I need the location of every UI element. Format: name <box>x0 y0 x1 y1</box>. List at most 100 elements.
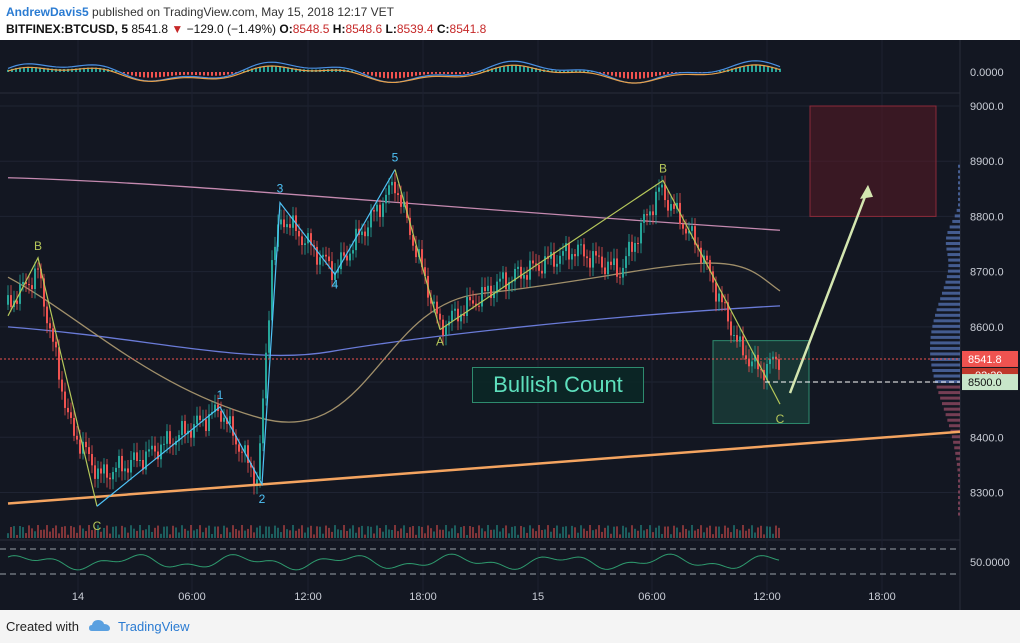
volume-bar <box>490 529 492 538</box>
volume-bar <box>724 525 726 538</box>
candle-body <box>280 219 282 225</box>
support-trendline <box>7 430 961 505</box>
candle-body <box>562 251 564 256</box>
price-tick-label: 8800.0 <box>970 211 1004 223</box>
candle-body <box>469 296 471 301</box>
volume-bar <box>463 526 465 538</box>
candle-body <box>508 282 510 290</box>
volume-bar <box>157 525 159 538</box>
volume-bar <box>727 527 729 538</box>
volume-bar <box>403 525 405 538</box>
volume-profile-bar <box>958 170 960 174</box>
chart-area[interactable]: 8300.0 8400.0 8500.0 8600.0 8700.0 8800.0 8900… <box>0 40 1020 630</box>
candle-body <box>715 282 717 302</box>
price-tick-label: 8600.0 <box>970 322 1004 334</box>
candle-body <box>472 300 474 304</box>
volume-bar <box>19 526 21 538</box>
volume-profile-bar <box>932 369 960 373</box>
volume-bar <box>382 531 384 538</box>
wave-label: 3 <box>277 182 284 196</box>
candle-body <box>601 256 603 268</box>
candle-body <box>475 303 477 306</box>
candle-body <box>193 424 195 438</box>
volume-bar <box>565 526 567 538</box>
candle-body <box>163 443 165 445</box>
candle-body <box>205 419 207 432</box>
volume-profile-bar <box>958 164 960 168</box>
volume-profile-bar <box>954 214 960 218</box>
tradingview-brand[interactable]: TradingView <box>118 619 190 634</box>
volume-bar <box>127 532 129 538</box>
candle-body <box>772 356 774 359</box>
volume-bar <box>184 528 186 538</box>
volume-profile-bar <box>951 435 960 439</box>
candle-body <box>478 305 480 307</box>
candle-body <box>724 302 726 304</box>
volume-bar <box>391 529 393 538</box>
volume-bar <box>346 530 348 538</box>
volume-bar <box>502 528 504 538</box>
candle-body <box>355 228 357 251</box>
volume-profile-bar <box>958 197 960 201</box>
volume-profile-bar <box>958 484 960 488</box>
volume-bar <box>37 525 39 538</box>
chart-svg[interactable]: 8300.0 8400.0 8500.0 8600.0 8700.0 8800.0 8900… <box>0 40 1020 630</box>
candle-body <box>592 251 594 268</box>
volume-bar <box>70 525 72 538</box>
volume-profile-bar <box>945 280 960 284</box>
candle-body <box>301 236 303 246</box>
candle-body <box>79 439 81 454</box>
wave-label: B <box>659 162 667 176</box>
high-label: H: <box>332 22 346 36</box>
candle-body <box>412 235 414 246</box>
volume-profile-bar <box>933 374 960 378</box>
volume-bar <box>73 527 75 538</box>
volume-bar <box>25 533 27 538</box>
volume-bar <box>562 526 564 538</box>
candle-body <box>553 251 555 267</box>
candle-body <box>487 285 489 291</box>
candle-body <box>304 243 306 246</box>
volume-bar <box>676 527 678 538</box>
volume-bar <box>178 532 180 538</box>
time-tick-label: 06:00 <box>638 591 666 603</box>
volume-bar <box>277 527 279 538</box>
candle-body <box>769 358 771 364</box>
volume-bar <box>493 529 495 538</box>
volume-profile-bar <box>946 275 960 279</box>
volume-bar <box>418 526 420 538</box>
candle-body <box>112 472 114 480</box>
candle-body <box>328 256 330 262</box>
volume-bar <box>628 532 630 538</box>
volume-bar <box>475 533 477 538</box>
volume-profile-bar <box>957 473 960 477</box>
candle-body <box>160 444 162 460</box>
candle-body <box>604 267 606 275</box>
volume-bar <box>637 530 639 538</box>
price-tick-label: 9000.0 <box>970 101 1004 113</box>
volume-profile-bar <box>943 407 960 411</box>
volume-bar <box>208 525 210 538</box>
candle-body <box>178 435 180 442</box>
volume-bar <box>211 534 213 538</box>
volume-profile-bar <box>947 418 960 422</box>
volume-bar <box>253 532 255 538</box>
author-link[interactable]: AndrewDavis5 <box>6 5 89 19</box>
candle-body <box>460 314 462 322</box>
volume-bar <box>256 527 258 538</box>
volume-bar <box>130 525 132 538</box>
volume-bar <box>721 533 723 538</box>
volume-profile-bar <box>946 236 960 240</box>
volume-profile-bar <box>958 512 960 516</box>
volume-bar <box>715 526 717 538</box>
volume-bar <box>67 534 69 538</box>
volume-bar <box>751 525 753 538</box>
symbol-label[interactable]: BITFINEX:BTCUSD, 5 <box>6 22 129 36</box>
volume-bar <box>94 529 96 538</box>
candle-body <box>397 193 399 195</box>
candle-body <box>535 263 537 265</box>
candle-body <box>445 325 447 336</box>
volume-bar <box>43 529 45 538</box>
candle-body <box>241 451 243 453</box>
volume-bar <box>469 526 471 538</box>
